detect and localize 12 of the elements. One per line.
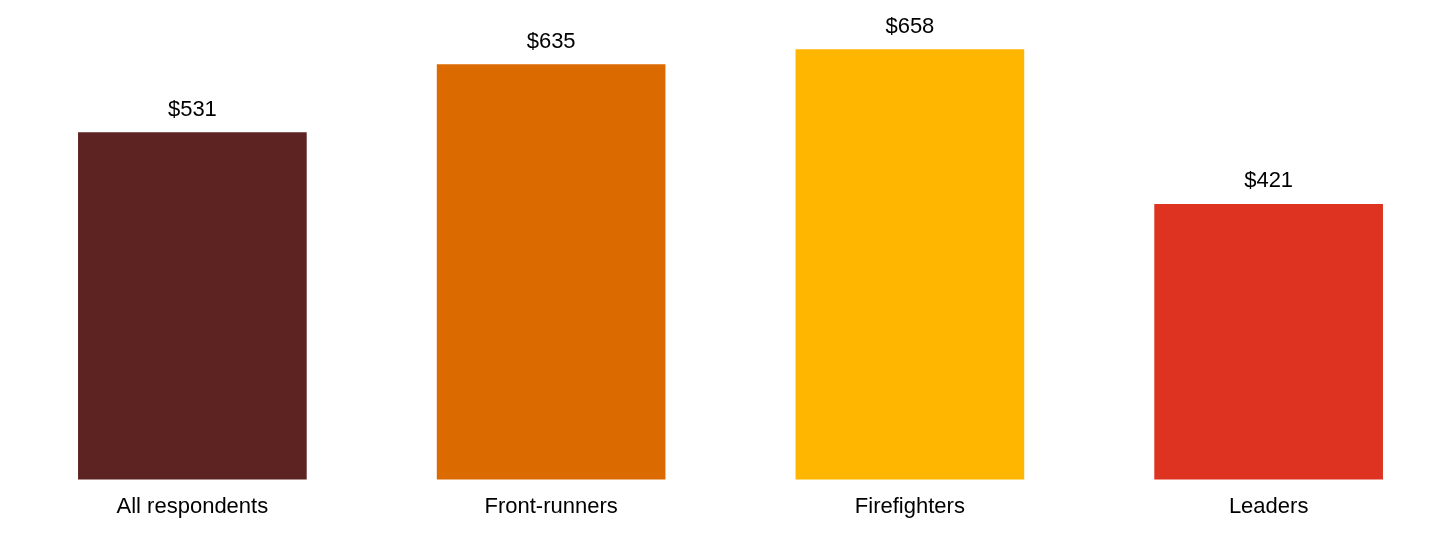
x-tick-label: Leaders (1228, 492, 1309, 518)
x-tick-label: Front-runners (484, 492, 618, 518)
data-label: $421 (1244, 167, 1294, 193)
data-label: $635 (526, 27, 576, 53)
bar (436, 64, 666, 480)
bar (1154, 204, 1383, 480)
bar (795, 49, 1025, 480)
x-tick-label: Firefighters (854, 492, 965, 518)
data-label: $658 (885, 12, 935, 38)
x-tick-label: All respondents (116, 492, 269, 518)
data-label: $531 (167, 95, 217, 121)
bar (78, 132, 307, 480)
